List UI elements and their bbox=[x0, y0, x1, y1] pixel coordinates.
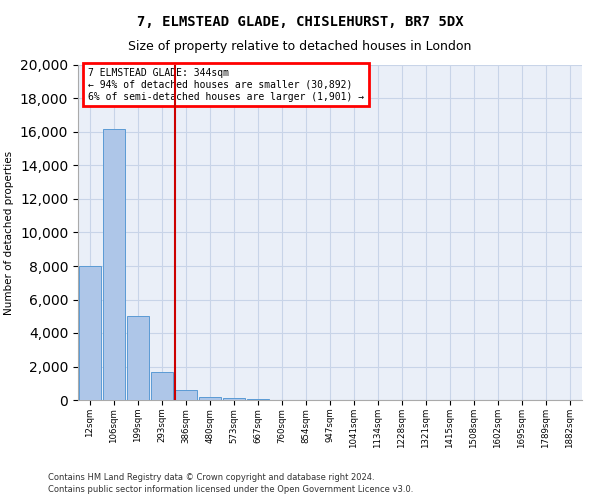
Text: Contains public sector information licensed under the Open Government Licence v3: Contains public sector information licen… bbox=[48, 485, 413, 494]
Y-axis label: Number of detached properties: Number of detached properties bbox=[4, 150, 14, 314]
Text: Size of property relative to detached houses in London: Size of property relative to detached ho… bbox=[128, 40, 472, 53]
Bar bbox=[127, 316, 149, 400]
Text: 7 ELMSTEAD GLADE: 344sqm
← 94% of detached houses are smaller (30,892)
6% of sem: 7 ELMSTEAD GLADE: 344sqm ← 94% of detach… bbox=[88, 68, 364, 102]
Text: 7, ELMSTEAD GLADE, CHISLEHURST, BR7 5DX: 7, ELMSTEAD GLADE, CHISLEHURST, BR7 5DX bbox=[137, 15, 463, 29]
Bar bbox=[175, 390, 197, 400]
Bar bbox=[103, 128, 125, 400]
Bar bbox=[247, 399, 269, 400]
Bar bbox=[199, 396, 221, 400]
Text: Contains HM Land Registry data © Crown copyright and database right 2024.: Contains HM Land Registry data © Crown c… bbox=[48, 472, 374, 482]
Bar bbox=[223, 398, 245, 400]
Bar bbox=[151, 372, 173, 400]
Bar bbox=[79, 266, 101, 400]
